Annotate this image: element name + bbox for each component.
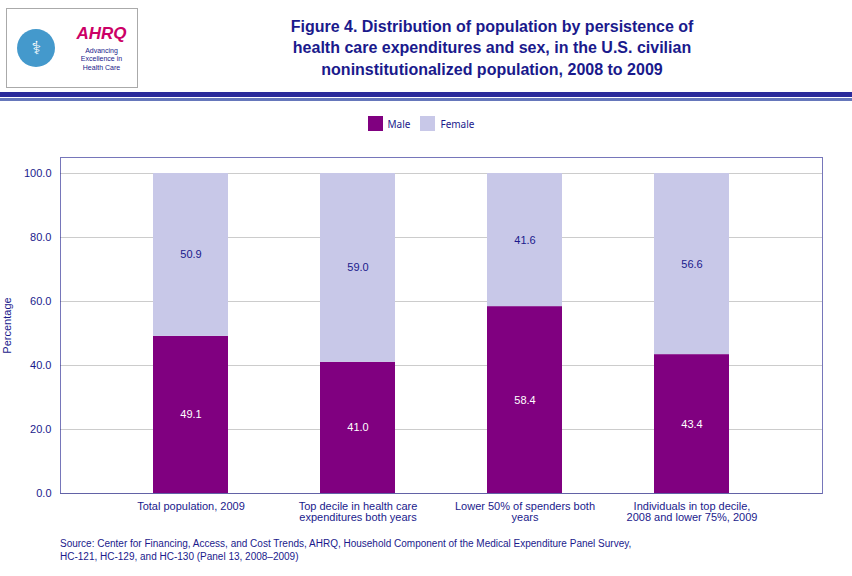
html-text:Female: Female — [440, 116, 475, 131]
svg-text:Individuals in top decile,2008: Individuals in top decile,2008 and lower… — [627, 500, 758, 523]
svg-text:Lower 50% of spenders bothyear: Lower 50% of spenders bothyears — [455, 500, 595, 523]
html-text:Source: Center for Financing,: Source: Center for Financing, Access, an… — [60, 538, 632, 562]
svg-text:Percentage: Percentage — [1, 297, 13, 353]
svg-text:100.0: 100.0 — [24, 167, 52, 179]
svg-text:20.0: 20.0 — [30, 423, 51, 435]
svg-text:50.9: 50.9 — [180, 248, 201, 260]
svg-text:80.0: 80.0 — [30, 231, 51, 243]
svg-text:59.0: 59.0 — [347, 261, 368, 273]
svg-text:41.0: 41.0 — [347, 421, 368, 433]
svg-text:60.0: 60.0 — [30, 295, 51, 307]
svg-text:58.4: 58.4 — [514, 394, 535, 406]
svg-text:40.0: 40.0 — [30, 359, 51, 371]
svg-text:0.0: 0.0 — [36, 487, 51, 499]
svg-text:41.6: 41.6 — [514, 234, 535, 246]
html-text:Male: Male — [387, 116, 411, 131]
html-text:AHRQ: AHRQ — [76, 24, 127, 44]
svg-text:Top decile in health careexpen: Top decile in health careexpenditures bo… — [299, 500, 418, 523]
html-text:Figure 4. Distribution of popu: Figure 4. Distribution of population by … — [290, 17, 694, 78]
html-text:Advancing Excellence in Health: Advancing Excellence in Health Care — [80, 47, 123, 71]
svg-text:Total population, 2009: Total population, 2009 — [137, 500, 245, 512]
svg-text:49.1: 49.1 — [180, 408, 201, 420]
svg-text:43.4: 43.4 — [681, 418, 702, 430]
svg-text:56.6: 56.6 — [681, 258, 702, 270]
